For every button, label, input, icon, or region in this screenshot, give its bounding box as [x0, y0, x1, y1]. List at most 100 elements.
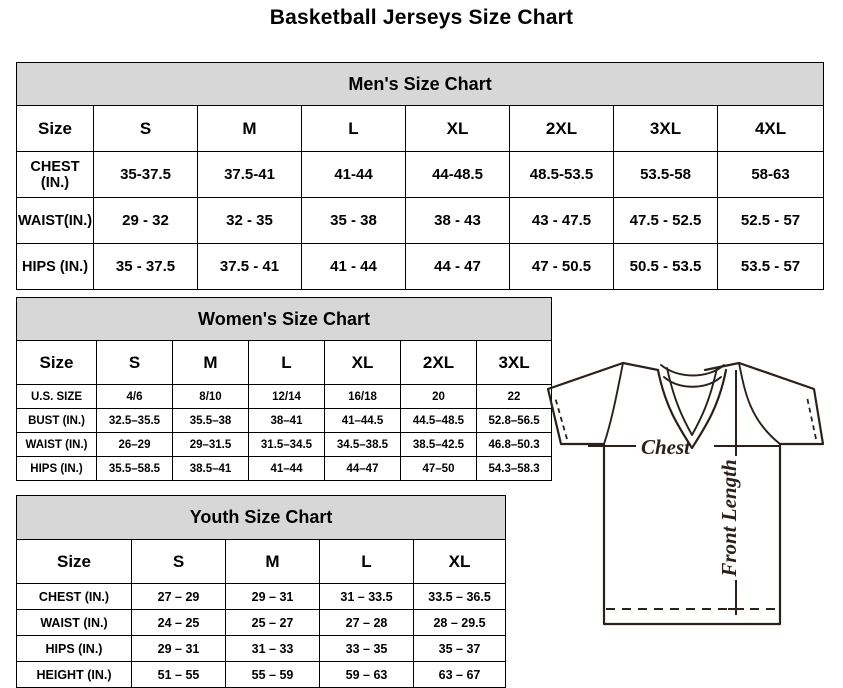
womens-size-chart-table: Women's Size Chart Size S M L XL 2XL 3XL…: [15, 297, 553, 481]
table-cell: 47.5 - 52.5: [613, 197, 718, 244]
mens-col-header-4xl: 4XL: [716, 105, 825, 152]
table-cell: 27 – 29: [131, 583, 226, 610]
table-cell: 28 – 29.5: [412, 609, 507, 636]
mens-col-header-3xl: 3XL: [613, 105, 718, 152]
jersey-measurement-diagram: Chest Front Length: [528, 338, 833, 663]
youth-size-chart-table: Youth Size Chart Size S M L XL CHEST (IN…: [15, 495, 507, 688]
table-cell: 44–47: [324, 456, 401, 481]
mens-col-header-m: M: [197, 105, 302, 152]
table-cell: 54.3–58.3: [475, 456, 553, 481]
table-cell: 52.5 - 57: [716, 197, 825, 244]
table-row: CHEST (IN.) 27 – 29 29 – 31 31 – 33.5 33…: [16, 583, 507, 610]
table-cell: 58-63: [716, 151, 825, 198]
table-cell: 47 - 50.5: [509, 243, 614, 290]
jersey-right-cuff-dashed: [806, 396, 817, 440]
table-cell: 47–50: [400, 456, 477, 481]
mens-col-header-l: L: [301, 105, 406, 152]
table-cell: 26–29: [96, 432, 173, 457]
mens-row-label-waist: WAIST(IN.): [16, 197, 94, 244]
youth-col-header-s: S: [131, 539, 226, 584]
womens-col-header-xl: XL: [324, 340, 401, 385]
youth-row-label-waist: WAIST (IN.): [16, 609, 132, 636]
womens-col-header-m: M: [172, 340, 249, 385]
table-cell: 31.5–34.5: [248, 432, 325, 457]
table-cell: 16/18: [324, 384, 401, 409]
table-row: CHEST (IN.) 35-37.5 37.5-41 41-44 44-48.…: [16, 151, 825, 198]
table-cell: 63 – 67: [412, 661, 507, 688]
womens-col-header-s: S: [96, 340, 173, 385]
table-row: HIPS (IN.) 29 – 31 31 – 33 33 – 35 35 – …: [16, 635, 507, 662]
youth-col-header-l: L: [319, 539, 414, 584]
table-cell: 50.5 - 53.5: [613, 243, 718, 290]
youth-row-label-height: HEIGHT (IN.): [16, 661, 132, 688]
womens-col-header-size: Size: [16, 340, 97, 385]
table-cell: 35 - 37.5: [93, 243, 198, 290]
table-cell: 32.5–35.5: [96, 408, 173, 433]
youth-band-row: Youth Size Chart: [15, 495, 507, 540]
mens-size-chart-table: Men's Size Chart Size S M L XL 2XL 3XL 4…: [15, 62, 825, 290]
mens-col-header-size: Size: [16, 105, 94, 152]
mens-row-label-chest: CHEST (IN.): [16, 151, 94, 198]
mens-header-row: Size S M L XL 2XL 3XL 4XL: [16, 105, 825, 152]
table-cell: 48.5-53.5: [509, 151, 614, 198]
table-cell: 29 – 31: [225, 583, 320, 610]
jersey-collar-band-lower: [663, 376, 722, 388]
womens-row-label-hips: HIPS (IN.): [16, 456, 97, 481]
table-cell: 31 – 33: [225, 635, 320, 662]
table-row: U.S. SIZE 4/6 8/10 12/14 16/18 20 22: [16, 384, 553, 409]
youth-chart-title: Youth Size Chart: [15, 495, 507, 540]
youth-row-label-chest: CHEST (IN.): [16, 583, 132, 610]
jersey-neckline-inner: [666, 367, 718, 436]
table-cell: 38 - 43: [405, 197, 510, 244]
table-row: HEIGHT (IN.) 51 – 55 55 – 59 59 – 63 63 …: [16, 661, 507, 688]
jersey-right-sleeve: [703, 361, 825, 446]
jersey-torso-outline: [602, 442, 782, 626]
table-cell: 37.5-41: [197, 151, 302, 198]
chest-measure-label: Chest: [641, 435, 691, 459]
table-cell: 35-37.5: [93, 151, 198, 198]
table-cell: 4/6: [96, 384, 173, 409]
table-cell: 41-44: [301, 151, 406, 198]
table-cell: 44-48.5: [405, 151, 510, 198]
youth-row-label-hips: HIPS (IN.): [16, 635, 132, 662]
mens-col-header-xl: XL: [405, 105, 510, 152]
table-cell: 32 - 35: [197, 197, 302, 244]
mens-chart-title: Men's Size Chart: [15, 62, 825, 106]
table-cell: 24 – 25: [131, 609, 226, 636]
table-cell: 34.5–38.5: [324, 432, 401, 457]
table-cell: 41–44.5: [324, 408, 401, 433]
table-cell: 20: [400, 384, 477, 409]
table-cell: 51 – 55: [131, 661, 226, 688]
table-cell: 33 – 35: [319, 635, 414, 662]
womens-row-label-waist: WAIST (IN.): [16, 432, 97, 457]
table-row: WAIST(IN.) 29 - 32 32 - 35 35 - 38 38 - …: [16, 197, 825, 244]
table-row: WAIST (IN.) 24 – 25 25 – 27 27 – 28 28 –…: [16, 609, 507, 636]
mens-band-row: Men's Size Chart: [15, 62, 825, 106]
front-length-measure-label: Front Length: [717, 459, 741, 577]
table-cell: 41–44: [248, 456, 325, 481]
mens-col-header-2xl: 2XL: [509, 105, 614, 152]
table-cell: 29 – 31: [131, 635, 226, 662]
table-cell: 43 - 47.5: [509, 197, 614, 244]
page-title: Basketball Jerseys Size Chart: [269, 6, 574, 29]
table-cell: 35.5–58.5: [96, 456, 173, 481]
table-row: WAIST (IN.) 26–29 29–31.5 31.5–34.5 34.5…: [16, 432, 553, 457]
womens-header-row: Size S M L XL 2XL 3XL: [16, 340, 553, 385]
womens-chart-title: Women's Size Chart: [15, 297, 553, 341]
table-cell: 46.8–50.3: [475, 432, 553, 457]
table-cell: 33.5 – 36.5: [412, 583, 507, 610]
jersey-right-armhole-curve: [738, 362, 781, 445]
womens-band-row: Women's Size Chart: [15, 297, 553, 341]
womens-col-header-3xl: 3XL: [475, 340, 553, 385]
table-cell: 8/10: [172, 384, 249, 409]
table-cell: 12/14: [248, 384, 325, 409]
table-cell: 38–41: [248, 408, 325, 433]
jersey-left-armhole-curve: [603, 362, 624, 445]
jersey-illustration-svg: Chest Front Length: [546, 361, 825, 626]
table-row: BUST (IN.) 32.5–35.5 35.5–38 38–41 41–44…: [16, 408, 553, 433]
table-cell: 25 – 27: [225, 609, 320, 636]
table-cell: 44 - 47: [405, 243, 510, 290]
jersey-collar-band-upper: [660, 364, 725, 377]
jersey-left-cuff-dashed: [554, 396, 568, 440]
youth-col-header-xl: XL: [412, 539, 507, 584]
